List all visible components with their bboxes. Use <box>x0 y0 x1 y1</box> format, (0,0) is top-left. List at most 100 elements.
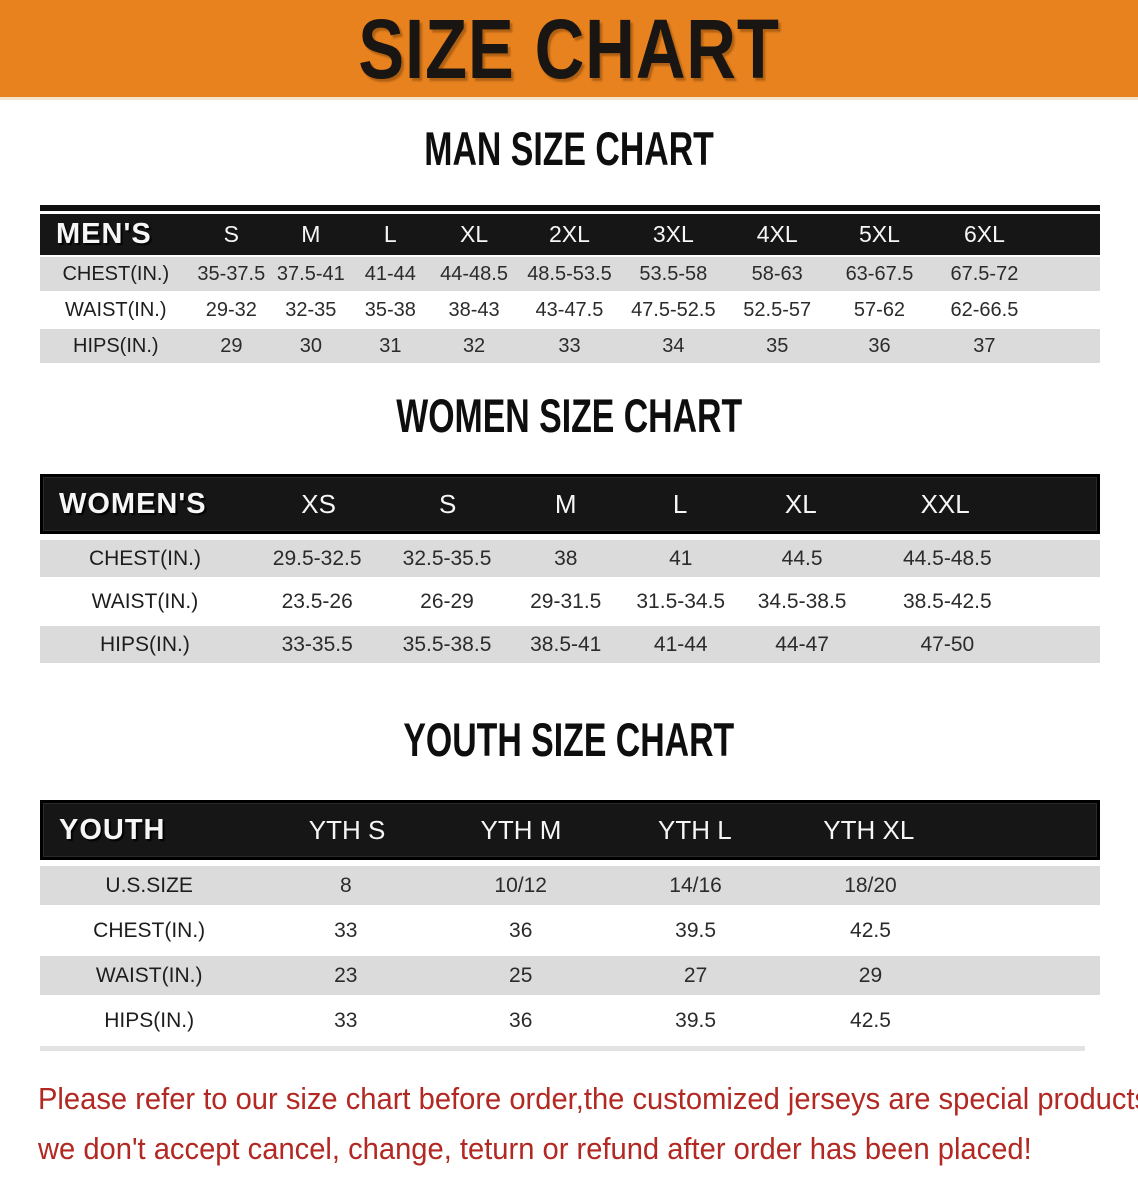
size-value: 38.5-42.5 <box>902 589 992 613</box>
table-bottom-border <box>40 1046 1085 1051</box>
men-size-table-body: MEN'S S M L XL 2XL 3XL 4XL 5XL 6XL CHEST(IN.) 35-37… <box>40 214 1100 363</box>
size-value: 33 <box>334 1008 358 1032</box>
table-row: HIPS(IN.) 29 30 31 32 33 34 35 36 37 <box>40 329 1100 363</box>
size-value: 37 <box>973 334 996 357</box>
size-column-header: 4XL <box>756 221 798 247</box>
size-column-header: L <box>672 488 688 519</box>
size-column-header: YTH XL <box>823 814 915 845</box>
size-value: 32 <box>462 334 486 357</box>
size-value: 26-29 <box>420 589 474 613</box>
size-value: 36 <box>509 918 533 942</box>
size-value: 34 <box>662 334 685 357</box>
women-size-table: WOMEN'S XS S M L XL XXL CHEST(IN.) 29.5-32.5 32.5… <box>40 474 1100 663</box>
table-header-row: YOUTH YTH S YTH M YTH L YTH XL <box>40 800 1100 860</box>
table-header-label: YOUTH <box>59 813 166 846</box>
size-value: 44-47 <box>775 632 829 656</box>
size-value: 52.5-57 <box>743 298 812 321</box>
size-value: 35.5-38.5 <box>402 632 492 656</box>
size-value: 35 <box>766 334 789 357</box>
size-value: 39.5 <box>675 1008 717 1032</box>
disclaimer-line-2: we don't accept cancel, change, teturn o… <box>38 1131 1032 1166</box>
size-value: 41-44 <box>364 262 416 285</box>
table-row: HIPS(IN.) 33 36 39.5 42.5 <box>40 1001 1100 1040</box>
size-value: 30 <box>299 334 322 357</box>
size-column-header: M <box>301 221 321 247</box>
size-value: 29 <box>858 963 883 987</box>
table-row: WAIST(IN.) 29-32 32-35 35-38 38-43 43-47.5 47.… <box>40 293 1100 327</box>
size-column-header: YTH L <box>658 814 732 845</box>
table-top-border <box>40 205 1100 211</box>
row-label: HIPS(IN.) <box>100 632 190 656</box>
table-row: WAIST(IN.) 23.5-26 26-29 29-31.5 31.5-34.5 34… <box>40 583 1100 620</box>
size-value: 47.5-52.5 <box>631 298 716 321</box>
disclaimer: Please refer to our size chart before or… <box>38 1077 1138 1177</box>
row-label: CHEST(IN.) <box>62 262 170 285</box>
size-value: 36 <box>868 334 891 357</box>
youth-size-table-body: YOUTH YTH S YTH M YTH L YTH XL U.S.SIZE 8 10/12… <box>40 800 1100 1040</box>
women-size-table-body: WOMEN'S XS S M L XL XXL CHEST(IN.) 29.5-32.5 32.5… <box>40 474 1100 663</box>
size-value: 39.5 <box>675 918 717 942</box>
youth-size-table: YOUTH YTH S YTH M YTH L YTH XL U.S.SIZE 8 10/12… <box>40 800 1100 1051</box>
size-value: 35-37.5 <box>197 262 266 285</box>
table-row: CHEST(IN.) 35-37.5 37.5-41 41-44 44-48.5 48.5… <box>40 257 1100 291</box>
size-value: 37.5-41 <box>276 262 345 285</box>
size-value: 31 <box>379 334 402 357</box>
table-row: CHEST(IN.) 29.5-32.5 32.5-35.5 38 41 44.5 44.5… <box>40 540 1100 577</box>
size-value: 42.5 <box>850 1008 891 1032</box>
section-youth: YOUTH SIZE CHART YOUTH YTH S YTH M YTH L YTH… <box>0 713 1138 1051</box>
row-label: WAIST(IN.) <box>91 589 199 613</box>
table-row: HIPS(IN.) 33-35.5 35.5-38.5 38.5-41 41-44 44-… <box>40 626 1100 663</box>
size-column-header: M <box>554 488 577 519</box>
size-column-header: XL <box>459 221 489 247</box>
size-value: 44.5-48.5 <box>902 546 992 570</box>
table-row: U.S.SIZE 8 10/12 14/16 18/20 <box>40 866 1100 905</box>
size-value: 35-38 <box>364 298 416 321</box>
men-section-heading: MAN SIZE CHART <box>424 122 714 175</box>
section-women: WOMEN SIZE CHART WOMEN'S XS S M L XL XXL CHEST(… <box>0 389 1138 663</box>
size-value: 10/12 <box>494 873 547 897</box>
size-value: 62-66.5 <box>950 298 1019 321</box>
size-column-header: XXL <box>920 488 970 519</box>
size-value: 58-63 <box>751 262 803 285</box>
size-value: 38 <box>554 546 578 570</box>
size-value: 41-44 <box>653 632 708 656</box>
size-value: 57-62 <box>853 298 906 321</box>
youth-section-heading: YOUTH SIZE CHART <box>403 713 735 766</box>
size-value: 33-35.5 <box>281 632 353 656</box>
size-value: 31.5-34.5 <box>636 589 726 613</box>
table-row: CHEST(IN.) 33 36 39.5 42.5 <box>40 911 1100 950</box>
size-value: 44.5 <box>781 546 823 570</box>
size-value: 63-67.5 <box>845 262 914 285</box>
size-column-header: 3XL <box>652 221 694 247</box>
row-label: CHEST(IN.) <box>93 918 206 942</box>
size-column-header: YTH S <box>308 814 386 845</box>
row-label: HIPS(IN.) <box>104 1008 195 1032</box>
size-value: 67.5-72 <box>950 262 1019 285</box>
size-column-header: XL <box>784 488 817 519</box>
table-row: WAIST(IN.) 23 25 27 29 <box>40 956 1100 995</box>
row-label: WAIST(IN.) <box>65 298 167 321</box>
size-column-header: XS <box>301 488 336 519</box>
size-value: 29-31.5 <box>530 589 602 613</box>
size-value: 32-35 <box>285 298 337 321</box>
row-label: CHEST(IN.) <box>88 546 201 570</box>
page-title: SIZE CHART <box>358 1 780 96</box>
size-value: 23 <box>334 963 358 987</box>
size-value: 23.5-26 <box>281 589 353 613</box>
table-header-row: WOMEN'S XS S M L XL XXL <box>40 474 1100 534</box>
table-header-row: MEN'S S M L XL 2XL 3XL 4XL 5XL 6XL <box>40 214 1100 255</box>
row-label: U.S.SIZE <box>105 873 193 897</box>
size-column-header: S <box>439 488 457 519</box>
size-value: 41 <box>669 546 693 570</box>
row-label: WAIST(IN.) <box>95 963 203 987</box>
women-section-heading: WOMEN SIZE CHART <box>396 389 742 442</box>
size-column-header: YTH M <box>480 814 562 845</box>
size-value: 27 <box>683 963 708 987</box>
banner: SIZE CHART <box>0 0 1138 100</box>
size-value: 18/20 <box>844 873 897 897</box>
size-value: 48.5-53.5 <box>527 262 612 285</box>
row-label: HIPS(IN.) <box>73 334 159 357</box>
size-value: 25 <box>509 963 533 987</box>
disclaimer-line-1: Please refer to our size chart before or… <box>38 1081 1138 1116</box>
